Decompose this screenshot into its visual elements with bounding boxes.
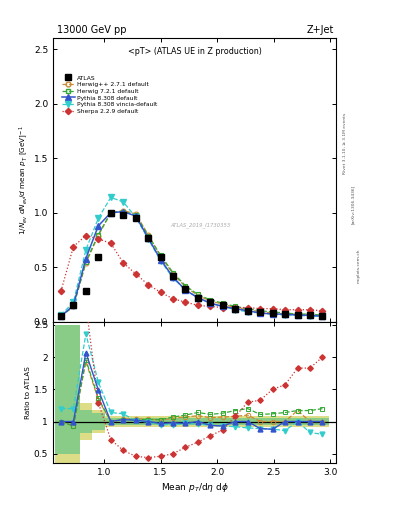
Text: mcplots.cern.ch: mcplots.cern.ch [356, 249, 360, 284]
Text: Rivet 3.1.10, ≥ 3.1M events: Rivet 3.1.10, ≥ 3.1M events [343, 113, 347, 174]
Legend: ATLAS, Herwig++ 2.7.1 default, Herwig 7.2.1 default, Pythia 8.308 default, Pythi: ATLAS, Herwig++ 2.7.1 default, Herwig 7.… [62, 75, 158, 114]
Text: ATLAS_2019_I1730353: ATLAS_2019_I1730353 [170, 223, 230, 228]
Text: 13000 GeV pp: 13000 GeV pp [57, 25, 127, 35]
Text: <pT> (ATLAS UE in Z production): <pT> (ATLAS UE in Z production) [128, 47, 261, 56]
X-axis label: Mean $p_T$/d$\eta$ d$\phi$: Mean $p_T$/d$\eta$ d$\phi$ [161, 481, 228, 495]
Y-axis label: Ratio to ATLAS: Ratio to ATLAS [25, 366, 31, 419]
Text: Z+Jet: Z+Jet [307, 25, 334, 35]
Text: [arXiv:1306.3436]: [arXiv:1306.3436] [351, 185, 355, 224]
Y-axis label: $1/N_{ev}\ dN_{ev}/d\ \mathrm{mean}\ p_T\ [\mathrm{GeV}]^{-1}$: $1/N_{ev}\ dN_{ev}/d\ \mathrm{mean}\ p_T… [17, 125, 29, 235]
